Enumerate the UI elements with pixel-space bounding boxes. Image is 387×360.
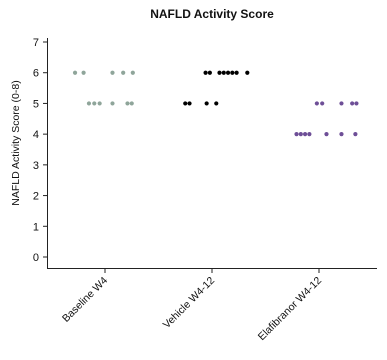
y-tick-label: 6 xyxy=(33,68,39,80)
y-tick-label: 0 xyxy=(33,252,39,264)
data-point-3 xyxy=(320,101,325,106)
y-tick-label: 7 xyxy=(33,37,39,49)
data-point-1 xyxy=(121,70,126,75)
data-point-1 xyxy=(110,70,115,75)
x-category-label: Elafibranor W4-12 xyxy=(256,275,324,343)
chart-title: NAFLD Activity Score xyxy=(150,7,274,21)
data-point-2 xyxy=(217,70,222,75)
data-point-3 xyxy=(324,132,329,137)
data-point-1 xyxy=(97,101,102,106)
data-points xyxy=(72,70,359,137)
data-point-1 xyxy=(81,70,86,75)
data-point-2 xyxy=(225,70,231,75)
data-point-2 xyxy=(183,101,188,106)
y-tick-label: 5 xyxy=(33,98,39,110)
data-point-2 xyxy=(230,70,235,75)
data-point-3 xyxy=(294,132,299,137)
data-point-2 xyxy=(203,70,208,75)
data-point-1 xyxy=(110,101,115,106)
data-point-3 xyxy=(298,132,303,137)
x-category-label: Baseline W4 xyxy=(60,275,110,325)
data-point-2 xyxy=(214,101,219,106)
data-point-1 xyxy=(129,101,134,106)
data-point-2 xyxy=(187,101,192,106)
y-ticks: 0 1 2 3 4 5 6 7 xyxy=(33,37,48,264)
data-point-3 xyxy=(350,101,355,106)
data-point-1 xyxy=(72,70,78,75)
data-point-3 xyxy=(339,132,344,137)
x-ticks: Baseline W4 Vehicle W4-12 Elafibranor W4-1… xyxy=(60,268,324,343)
y-tick-label: 1 xyxy=(33,221,39,233)
data-point-1 xyxy=(130,70,135,75)
data-point-2 xyxy=(207,70,212,75)
data-point-2 xyxy=(221,70,226,75)
y-tick-label: 3 xyxy=(33,160,39,172)
x-category-label: Vehicle W4-12 xyxy=(161,275,217,331)
data-point-1 xyxy=(86,101,92,106)
y-axis-title: NAFLD Activity Score (0-8) xyxy=(10,80,22,205)
data-point-1 xyxy=(125,101,130,106)
data-point-1 xyxy=(92,101,97,106)
data-point-2 xyxy=(204,101,209,106)
data-point-3 xyxy=(353,132,358,137)
data-point-3 xyxy=(302,132,308,137)
data-point-2 xyxy=(245,70,250,75)
data-point-2 xyxy=(234,70,239,75)
y-tick-label: 4 xyxy=(33,129,39,141)
y-tick-label: 2 xyxy=(33,191,39,203)
data-point-3 xyxy=(339,101,344,106)
data-point-3 xyxy=(307,132,312,137)
data-point-3 xyxy=(314,101,319,106)
data-point-3 xyxy=(354,101,359,106)
